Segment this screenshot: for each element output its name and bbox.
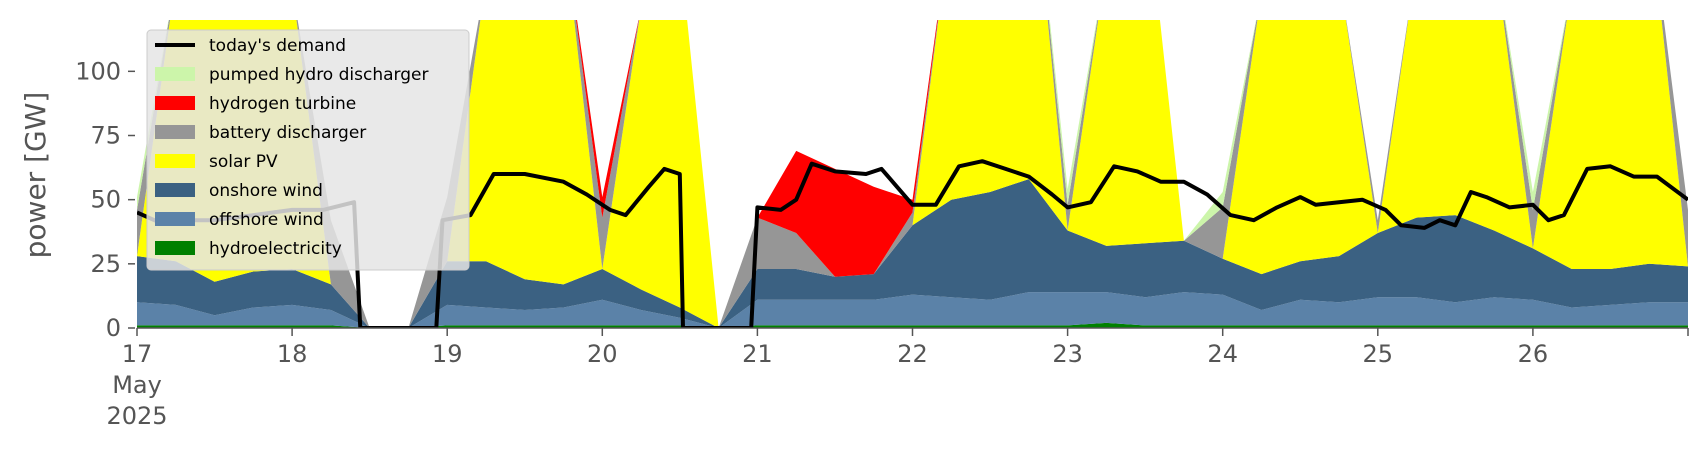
y-tick-label: 100 <box>75 57 121 85</box>
y-tick-label: 25 <box>90 250 121 278</box>
legend-label-solar-pv: solar PV <box>209 152 278 172</box>
legend-swatch-offshore-wind <box>155 212 195 226</box>
legend-swatch-onshore-wind <box>155 183 195 197</box>
y-tick-label: 50 <box>90 186 121 214</box>
y-axis-label: power [GW] <box>19 92 52 259</box>
y-tick-label: 75 <box>90 122 121 150</box>
demand-line <box>137 159 1688 328</box>
legend-label-offshore-wind: offshore wind <box>209 210 324 230</box>
legend-label-hydrogen-turbine: hydrogen turbine <box>209 94 356 114</box>
legend-box <box>146 29 470 271</box>
legend-swatch-hydrogen-turbine <box>155 96 195 110</box>
x-tick-label: 20 <box>587 340 618 368</box>
legend-label-today-s-demand: today's demand <box>209 36 346 56</box>
area-onshore-wind <box>137 179 1688 328</box>
y-ticks: 0 25 50 75 100 <box>75 57 135 342</box>
x-tick-label: 25 <box>1363 340 1394 368</box>
x-tick-month-label: May <box>112 371 162 399</box>
area-solar-pv <box>137 20 1688 328</box>
x-tick-label: 17 <box>122 340 153 368</box>
x-tick-label: 19 <box>432 340 463 368</box>
x-tick-label: 21 <box>742 340 773 368</box>
legend-label-battery-discharger: battery discharger <box>209 123 366 143</box>
legend-label-pumped-hydro-discharger: pumped hydro discharger <box>209 65 428 85</box>
x-tick-label: 18 <box>277 340 308 368</box>
area-hydroelectricity <box>137 322 1688 328</box>
legend-label-onshore-wind: onshore wind <box>209 181 323 201</box>
legend-swatch-pumped-hydro-discharger <box>155 67 195 81</box>
legend: today's demand pumped hydro discharger hyd… <box>146 29 470 271</box>
x-tick-label: 23 <box>1052 340 1083 368</box>
demand-layer <box>137 159 1688 328</box>
area-offshore-wind <box>137 292 1688 328</box>
x-tick-year-label: 2025 <box>106 402 167 430</box>
legend-label-hydroelectricity: hydroelectricity <box>209 239 342 259</box>
legend-swatch-solar-pv <box>155 154 195 168</box>
x-ticks: 17 May 2025 18 19 20 21 22 23 24 25 26 <box>106 328 1689 430</box>
x-tick-label: 26 <box>1518 340 1549 368</box>
x-tick-label: 22 <box>897 340 928 368</box>
y-tick-label: 0 <box>106 314 121 342</box>
stacked-areas <box>137 20 1688 328</box>
x-tick-label: 24 <box>1207 340 1238 368</box>
legend-swatch-battery-discharger <box>155 125 195 139</box>
legend-swatch-hydroelectricity <box>155 241 195 255</box>
